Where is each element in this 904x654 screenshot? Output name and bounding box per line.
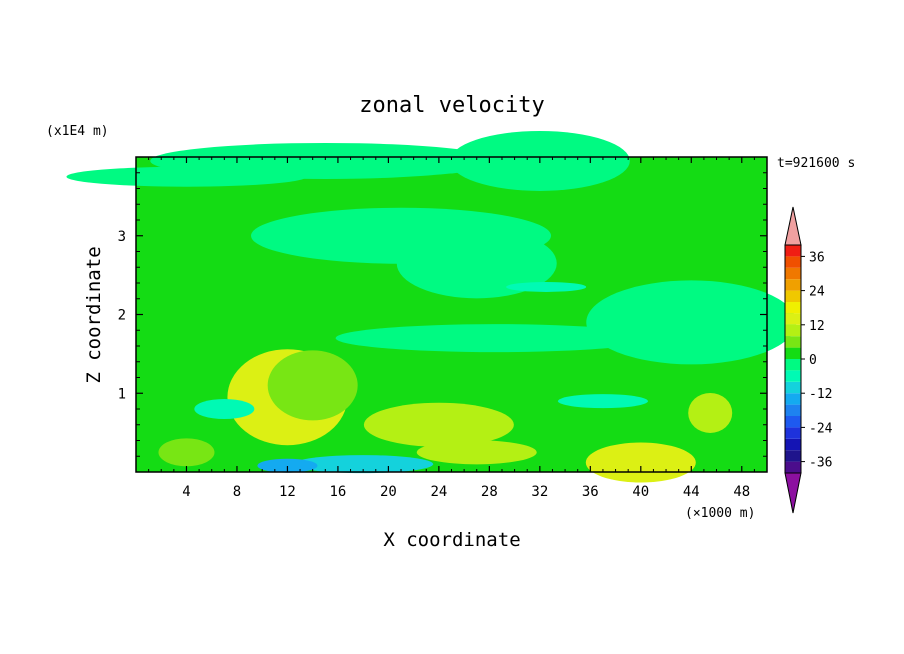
colorbar-swatch <box>785 256 801 268</box>
contour-region <box>267 350 358 421</box>
colorbar-swatch <box>785 359 801 371</box>
colorbar-tick-label: 0 <box>809 353 817 368</box>
contour-region <box>293 455 434 474</box>
colorbar-tick-label: -12 <box>809 387 832 402</box>
colorbar-swatch <box>785 381 801 394</box>
colorbar-tick-label: 12 <box>809 319 825 334</box>
colorbar-tick-label: 36 <box>809 250 825 265</box>
colorbar-swatch <box>785 393 801 405</box>
x-unit-label: (×1000 m) <box>685 506 755 521</box>
colorbar-tick-label: -24 <box>809 421 833 436</box>
x-tick-label: 28 <box>481 484 498 500</box>
colorbar-swatch <box>785 245 801 257</box>
contour-region <box>396 228 557 299</box>
x-tick-label: 44 <box>683 484 700 500</box>
colorbar-swatch <box>785 347 801 359</box>
x-tick-label: 32 <box>531 484 548 500</box>
y-unit-label: (x1E4 m) <box>46 124 109 139</box>
colorbar-swatch <box>785 290 801 302</box>
contour-region <box>158 438 215 467</box>
x-tick-label: 24 <box>430 484 447 500</box>
x-tick-label: 20 <box>380 484 397 500</box>
contour-field <box>66 130 797 483</box>
y-tick-label: 2 <box>118 308 126 324</box>
colorbar-swatch <box>785 324 801 337</box>
contour-region <box>194 399 255 419</box>
contour-region <box>335 324 656 353</box>
colorbar-swatch <box>785 267 801 280</box>
y-axis-ticks: 1 2 3 <box>118 172 767 457</box>
contour-region <box>416 440 537 465</box>
contour-region <box>586 280 797 365</box>
x-tick-label: 4 <box>182 484 190 500</box>
time-label: t=921600 s <box>777 156 855 171</box>
colorbar-swatch <box>785 416 801 428</box>
contour-region <box>585 442 696 483</box>
contour-region <box>557 394 648 409</box>
colorbar-swatch <box>785 438 801 451</box>
colorbar-swatch <box>785 370 801 382</box>
x-tick-label: 36 <box>582 484 599 500</box>
colorbar-tick-label: -36 <box>809 456 832 471</box>
colorbar-swatch <box>785 427 801 439</box>
colorbar: 36 24 12 0 -12 -24 -36 <box>784 206 833 514</box>
x-tick-label: 16 <box>329 484 346 500</box>
colorbar-swatch <box>785 404 801 416</box>
colorbar-swatch <box>785 336 801 348</box>
colorbar-tick-label: 24 <box>809 285 825 300</box>
colorbar-over-arrow <box>784 206 802 246</box>
contour-region <box>688 392 733 433</box>
chart-title: zonal velocity <box>359 93 544 118</box>
colorbar-swatch <box>785 302 801 314</box>
x-axis-label: X coordinate <box>383 529 520 551</box>
colorbar-swatch <box>785 313 801 325</box>
y-axis-label: Z coordinate <box>83 246 105 383</box>
y-tick-label: 3 <box>118 229 126 245</box>
y-tick-label: 1 <box>118 386 126 402</box>
x-tick-label: 8 <box>233 484 241 500</box>
colorbar-swatch <box>785 450 801 462</box>
x-axis-ticks: 4 8 12 16 20 24 28 32 36 40 44 48 <box>148 157 755 500</box>
contour-region <box>257 458 318 473</box>
x-tick-label: 40 <box>632 484 649 500</box>
contour-region <box>506 281 587 292</box>
colorbar-swatch <box>785 279 801 291</box>
colorbar-under-arrow <box>784 472 802 514</box>
contour-region <box>363 402 514 447</box>
colorbar-swatch <box>785 461 801 473</box>
x-tick-label: 48 <box>733 484 750 500</box>
plot-area: 4 8 12 16 20 24 28 32 36 40 44 48 123 <box>66 130 797 500</box>
x-tick-label: 12 <box>279 484 296 500</box>
contour-region <box>150 142 501 179</box>
